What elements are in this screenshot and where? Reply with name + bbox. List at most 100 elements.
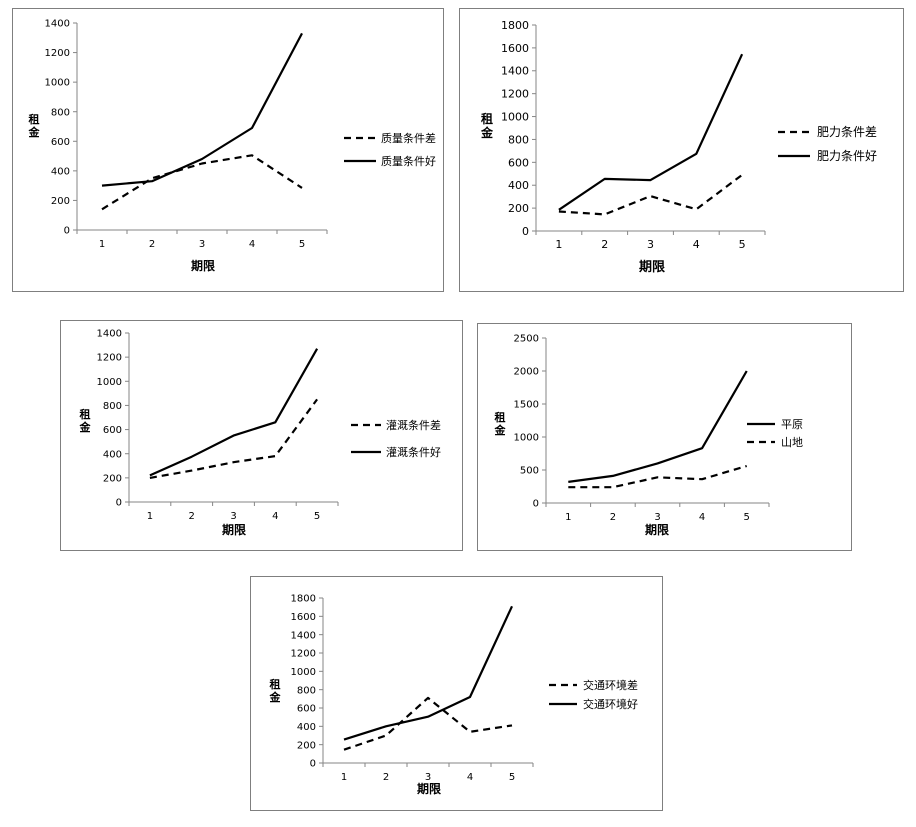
y-tick-label: 0 [116,498,122,509]
series-line-2 [568,464,748,489]
y-tick-label: 1000 [97,377,122,388]
y-tick-label: 200 [51,196,70,207]
y-tick-label: 1400 [291,630,316,641]
y-tick-label: 2500 [514,334,539,345]
y-tick-label: 1000 [501,111,529,124]
y-tick-label: 800 [103,401,122,412]
y-tick-label: 1600 [501,42,529,55]
y-tick-label: 200 [297,740,316,751]
series-line-2 [343,605,513,741]
x-tick-label: 4 [699,512,705,523]
series-line-1 [101,154,303,211]
x-tick-label: 5 [744,512,750,523]
y-tick-label: 200 [103,473,122,484]
chart-panel-3: 0 200 400 600 800 1000 1200 1400 1 2 3 4 5 租金 期限 灌溉条件差灌… [60,320,463,551]
y-tick-label: 500 [520,466,539,477]
legend-label-1: 交通环境差 [583,678,638,692]
x-tick-label: 3 [654,512,660,523]
y-tick-label: 600 [51,137,70,148]
legend-label-1: 平原 [781,418,803,431]
x-tick-label: 2 [610,512,616,523]
y-tick-label: 400 [297,722,316,733]
x-tick-label: 3 [647,238,654,251]
y-tick-label: 1200 [45,48,70,59]
y-tick-label: 1400 [501,65,529,78]
x-tick-label: 5 [314,511,320,522]
y-tick-label: 1400 [97,329,122,340]
x-axis-title: 期限 [639,260,666,275]
y-tick-label: 400 [508,179,529,192]
x-axis-title: 期限 [417,781,441,796]
y-tick-label: 0 [64,226,70,237]
legend-label-2: 交通环境好 [583,697,638,711]
y-axis-title: 租金 [494,411,507,437]
chart-panel-2: 0 200 400 600 800 1000 1200 1400 1600 1800 1 2 3 4 5 租金… [459,8,904,292]
legend-label-2: 肥力条件好 [817,149,877,163]
x-tick-label: 3 [425,772,431,783]
y-tick-label: 1200 [501,88,529,101]
x-tick-label: 3 [230,511,236,522]
y-tick-label: 800 [508,133,529,146]
chart-5-svg: 0 200 400 600 800 1000 1200 1400 1600 1800 1 2 3 4 5 租金… [269,594,639,796]
series-line-1 [568,370,748,483]
x-tick-label: 2 [149,239,155,250]
y-tick-label: 2000 [514,367,539,378]
chart-panel-1: 0 200 400 600 800 1000 1200 1400 1 2 3 4 5 租金 期限 质量条件差质… [12,8,444,292]
y-tick-label: 200 [508,202,529,215]
y-tick-label: 800 [51,107,70,118]
series-line-2 [101,32,303,187]
x-tick-label: 5 [509,772,515,783]
y-tick-label: 1200 [97,353,122,364]
x-tick-label: 2 [601,238,608,251]
y-axis-title: 租金 [79,408,92,434]
y-tick-label: 1800 [291,594,316,605]
x-tick-label: 4 [272,511,278,522]
series-line-2 [149,348,319,477]
series-line-1 [558,174,743,216]
y-tick-label: 0 [533,499,539,510]
y-tick-label: 1000 [45,78,70,89]
y-tick-label: 1600 [291,612,316,623]
chart-2-content: 0 200 400 600 800 1000 1200 1400 1600 1800 1 2 3 4 5 租金… [480,19,877,275]
legend-label-2: 质量条件好 [381,154,436,168]
x-tick-label: 1 [147,511,153,522]
y-tick-label: 1400 [45,19,70,30]
legend-label-2: 灌溉条件好 [386,445,441,459]
x-tick-label: 3 [199,239,205,250]
x-tick-label: 4 [467,772,473,783]
x-tick-label: 5 [739,238,746,251]
y-axis-title: 租金 [480,112,494,140]
y-axis-title: 租金 [28,113,41,139]
chart-panel-5: 0 200 400 600 800 1000 1200 1400 1600 1800 1 2 3 4 5 租金… [250,576,663,811]
y-tick-label: 600 [297,704,316,715]
series-line-1 [149,398,318,479]
x-tick-label: 4 [693,238,700,251]
y-tick-label: 600 [508,156,529,169]
x-tick-label: 1 [565,512,571,523]
y-tick-label: 800 [297,685,316,696]
series-line-2 [558,53,744,211]
y-tick-label: 0 [522,225,529,238]
x-tick-label: 2 [189,511,195,522]
x-axis-title: 期限 [191,258,215,273]
y-tick-label: 0 [310,759,316,770]
series-line-1 [343,696,513,751]
y-tick-label: 400 [51,166,70,177]
legend-label-1: 灌溉条件差 [386,418,441,432]
x-axis-title: 期限 [222,522,246,537]
chart-5-content: 0 200 400 600 800 1000 1200 1400 1600 1800 1 2 3 4 5 租金… [269,594,639,796]
x-tick-label: 5 [299,239,305,250]
y-tick-label: 1800 [501,19,529,32]
x-tick-label: 1 [99,239,105,250]
x-tick-label: 2 [383,772,389,783]
y-tick-label: 1200 [291,649,316,660]
y-axis-title: 租金 [269,678,282,704]
y-tick-label: 400 [103,449,122,460]
y-tick-label: 1500 [514,400,539,411]
x-tick-label: 4 [249,239,255,250]
